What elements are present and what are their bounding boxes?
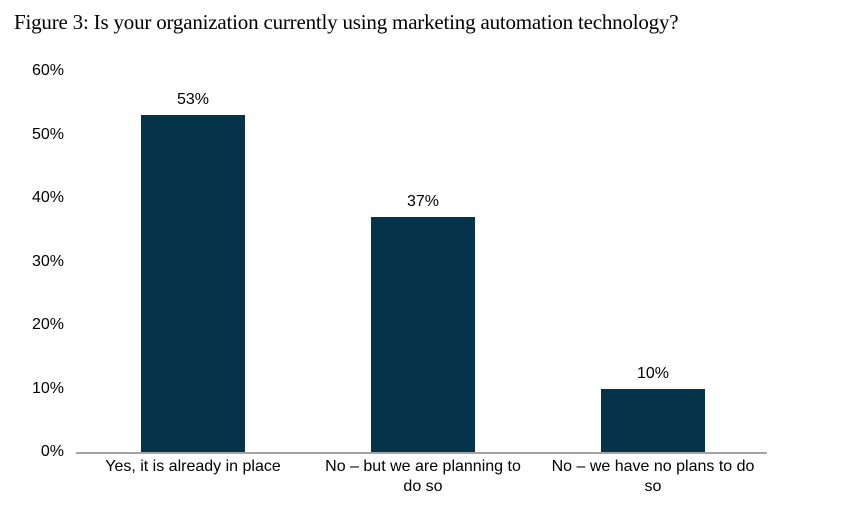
y-tick-label: 60% [31,62,64,79]
x-category-label: Yes, it is already in place [105,458,281,475]
bar-value-label: 37% [406,193,440,211]
x-axis-line [76,452,767,454]
bar-value-label: 10% [636,364,670,382]
y-tick-label: 50% [31,125,64,143]
y-tick-label: 40% [31,189,64,206]
y-tick-label: 10% [31,379,64,397]
y-tick-label: 20% [31,316,64,333]
chart-title: Figure 3: Is your organization currently… [14,10,679,34]
bar [371,217,475,452]
y-tick-label: 30% [31,252,64,270]
x-category-label: No – we have no plans to do so [551,458,755,495]
x-category-label: No – but we are planning to do so [325,458,521,495]
bar [601,388,705,452]
y-tick-label: 0% [40,443,64,460]
bar-value-label: 53% [176,91,210,109]
bar [141,115,245,452]
